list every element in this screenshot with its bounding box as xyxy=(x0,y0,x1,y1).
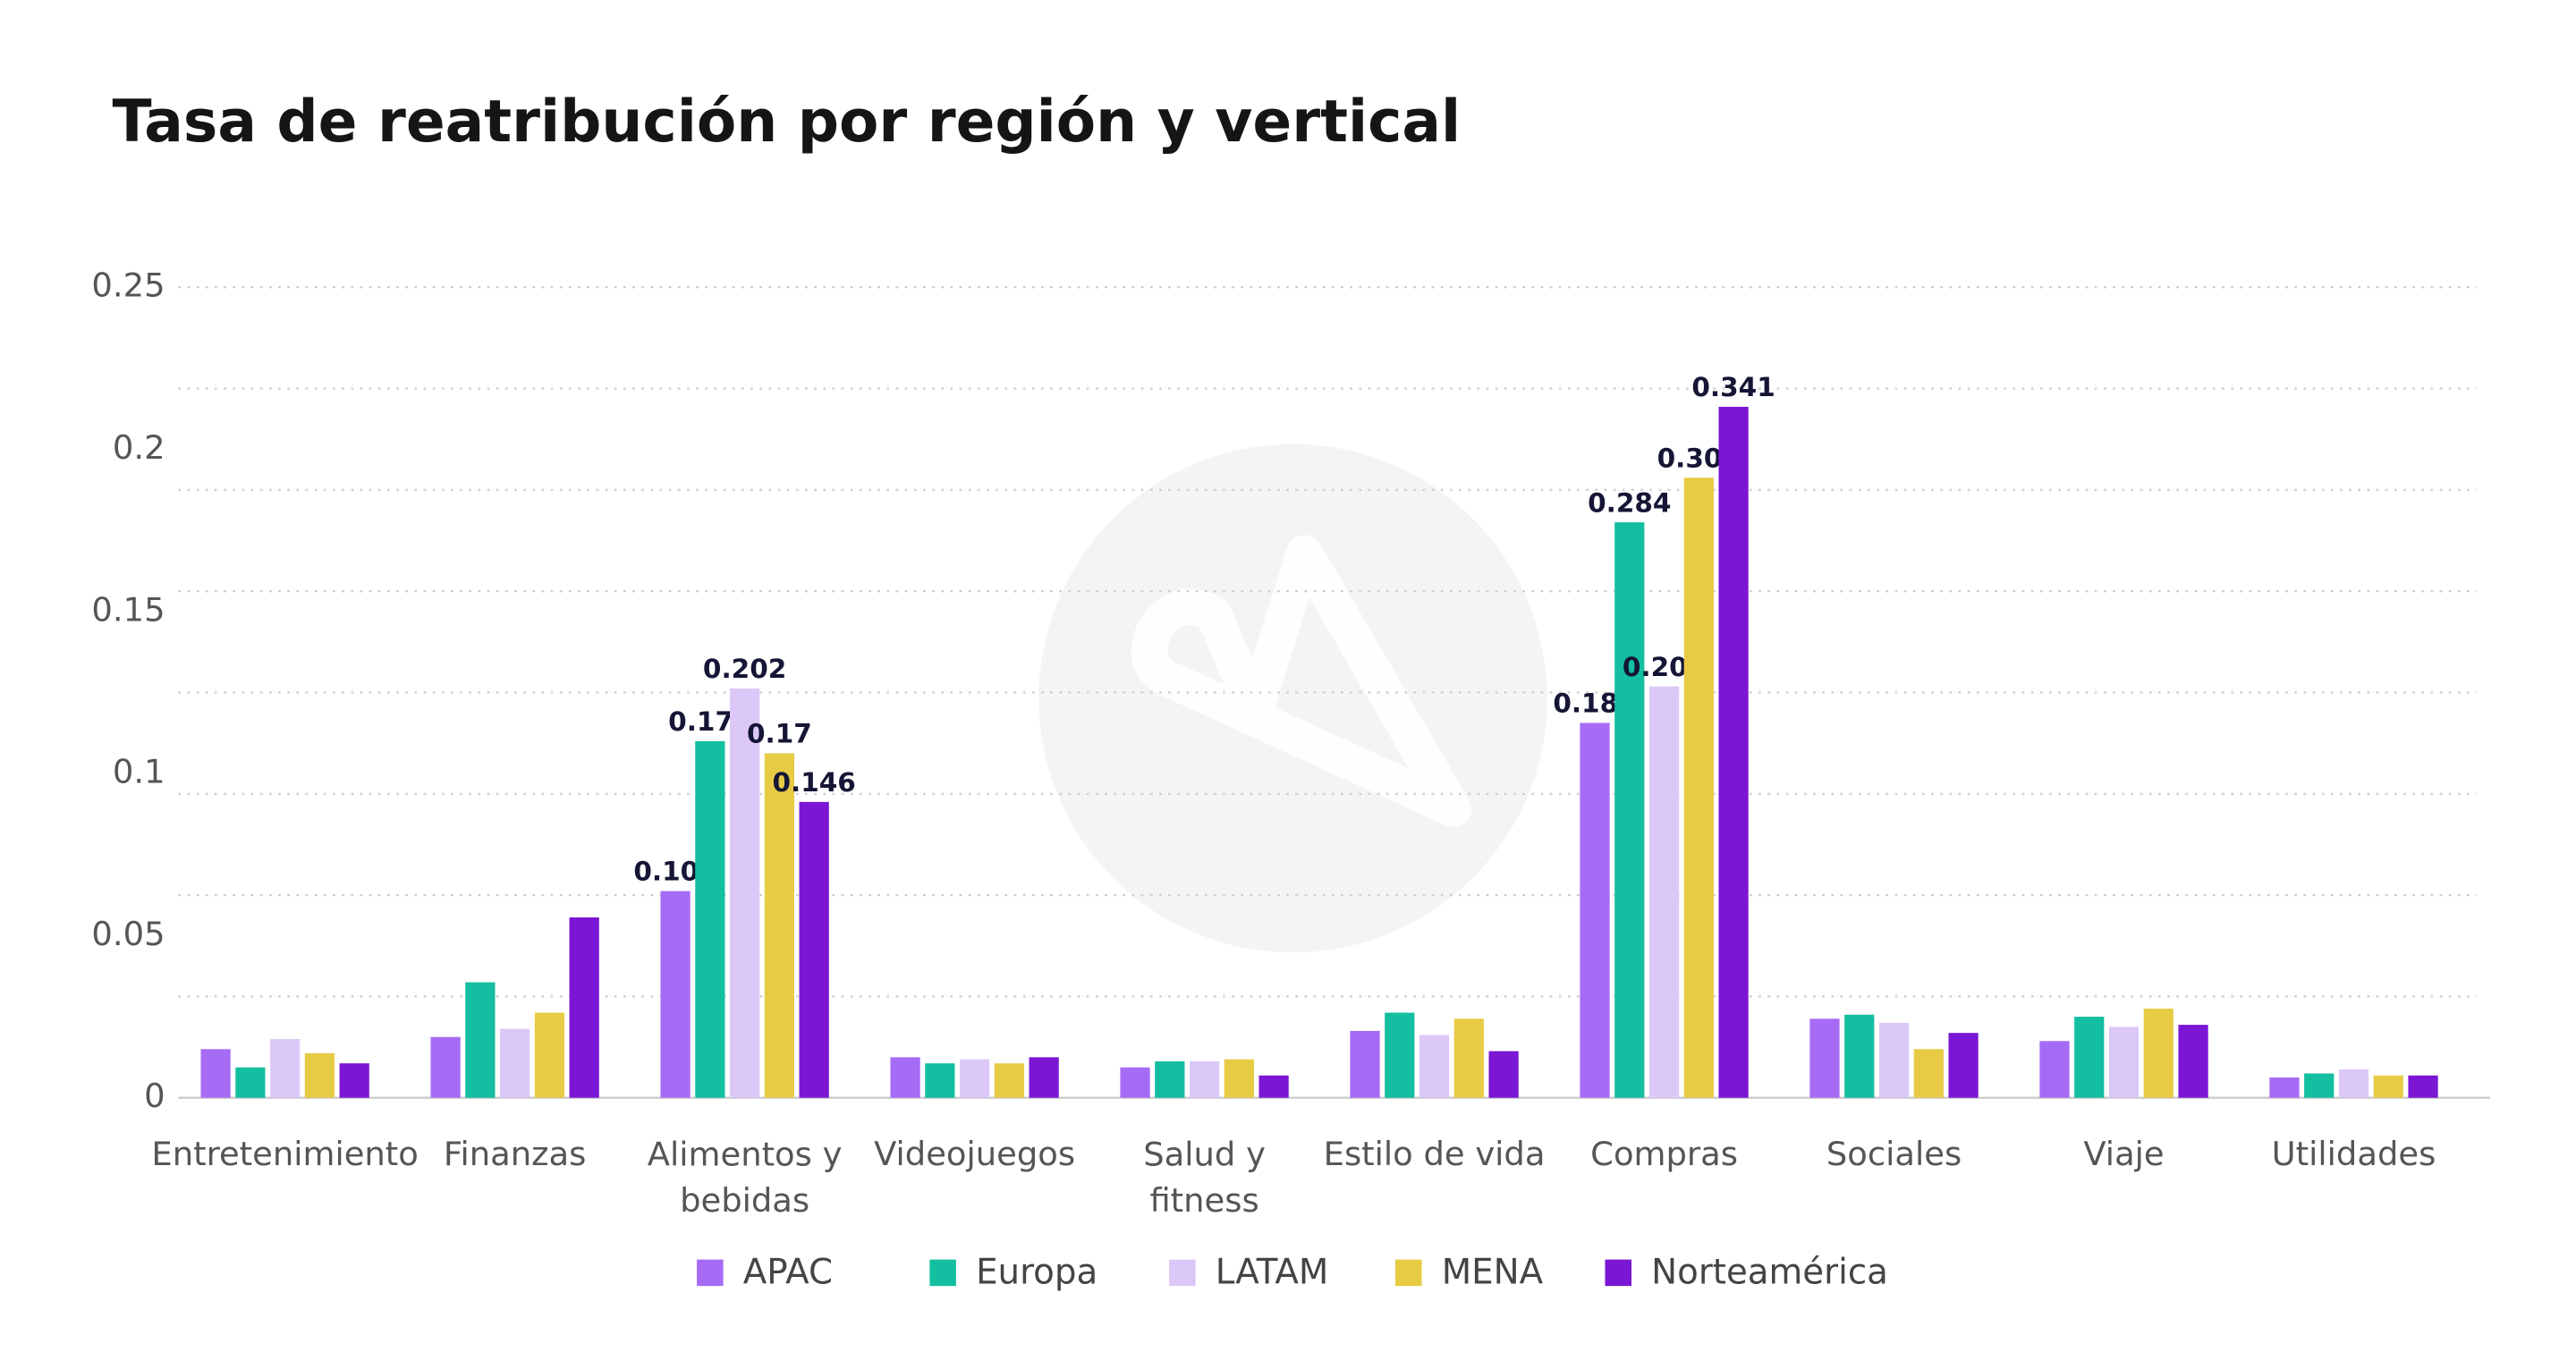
bar xyxy=(1878,1022,1910,1098)
bar xyxy=(339,1063,369,1098)
x-tick-label: Estilo de vida xyxy=(1324,1135,1546,1173)
bar xyxy=(2338,1069,2369,1098)
bar xyxy=(430,1036,461,1098)
bar xyxy=(1683,477,1714,1098)
bar xyxy=(200,1049,231,1098)
bar xyxy=(1488,1051,1519,1098)
legend-label: APAC xyxy=(743,1253,833,1293)
watermark xyxy=(1038,444,1547,953)
bar xyxy=(2269,1077,2300,1098)
data-label: 0.146 xyxy=(772,767,855,798)
data-label: 0.202 xyxy=(703,654,786,684)
bar xyxy=(764,753,794,1098)
bar xyxy=(2039,1041,2070,1098)
bar xyxy=(890,1057,920,1098)
data-label: 0.17 xyxy=(747,719,812,749)
legend-label: Norteamérica xyxy=(1651,1253,1888,1293)
bar xyxy=(1580,722,1610,1098)
bar xyxy=(2108,1027,2140,1098)
bar xyxy=(660,891,691,1098)
y-tick-label: 0.05 xyxy=(91,915,165,953)
bar xyxy=(1419,1035,1450,1098)
y-tick-label: 0 xyxy=(144,1077,165,1115)
bar xyxy=(1648,686,1680,1098)
legend-swatch xyxy=(1605,1259,1631,1287)
bar xyxy=(1029,1057,1059,1098)
bar xyxy=(1844,1014,1875,1098)
bar xyxy=(1350,1030,1380,1098)
x-tick-label: Entretenimiento xyxy=(151,1135,418,1173)
bar xyxy=(1453,1018,1484,1098)
bar xyxy=(270,1038,301,1098)
x-tick-label: Utilidades xyxy=(2272,1135,2436,1173)
bar xyxy=(304,1052,335,1098)
bar xyxy=(1913,1049,1944,1098)
bar xyxy=(1614,522,1645,1098)
bar xyxy=(994,1063,1024,1098)
legend-swatch xyxy=(1169,1259,1196,1287)
bar xyxy=(2304,1073,2334,1098)
legend-swatch xyxy=(697,1259,724,1287)
bar xyxy=(2373,1075,2403,1098)
bar xyxy=(1385,1012,1415,1098)
bar xyxy=(1224,1059,1254,1098)
x-tick-label: Salud y fitness xyxy=(1143,1135,1266,1220)
y-tick-label: 0.1 xyxy=(113,753,165,791)
y-tick-label: 0.15 xyxy=(91,590,165,629)
x-tick-label: Finanzas xyxy=(444,1135,586,1173)
bar xyxy=(569,917,599,1098)
bar xyxy=(2408,1075,2438,1098)
bar xyxy=(235,1067,266,1098)
bar xyxy=(695,740,725,1098)
legend-label: Europa xyxy=(976,1253,1097,1293)
bar xyxy=(799,801,829,1098)
bar xyxy=(465,982,496,1098)
y-tick-label: 0.2 xyxy=(113,428,165,467)
bar xyxy=(1258,1075,1289,1098)
data-label: 0.341 xyxy=(1691,372,1775,402)
bar xyxy=(730,688,760,1098)
x-tick-label: Alimentos y bebidas xyxy=(648,1135,843,1220)
bar xyxy=(1155,1060,1185,1098)
bar xyxy=(2178,1025,2208,1098)
bar xyxy=(1948,1033,1979,1098)
bar xyxy=(1809,1018,1840,1098)
x-tick-label: Compras xyxy=(1590,1135,1738,1173)
legend-swatch xyxy=(929,1259,956,1287)
bar xyxy=(2074,1017,2105,1098)
x-tick-label: Viaje xyxy=(2083,1135,2164,1173)
x-tick-label: Videojuegos xyxy=(874,1135,1075,1173)
legend-swatch xyxy=(1395,1259,1422,1287)
chart-title: Tasa de reatribución por región y vertic… xyxy=(113,89,1462,156)
bar xyxy=(1189,1060,1220,1098)
legend-label: LATAM xyxy=(1216,1253,1329,1293)
bar xyxy=(1718,406,1749,1098)
bar xyxy=(925,1063,955,1098)
data-label: 0.284 xyxy=(1588,487,1671,518)
bar xyxy=(1120,1067,1150,1098)
x-tick-label: Sociales xyxy=(1826,1135,1962,1173)
y-tick-label: 0.25 xyxy=(91,266,165,305)
bar xyxy=(500,1028,530,1098)
bar xyxy=(959,1059,990,1098)
bar xyxy=(2143,1008,2174,1098)
legend-label: MENA xyxy=(1442,1253,1544,1293)
bar xyxy=(534,1012,565,1098)
